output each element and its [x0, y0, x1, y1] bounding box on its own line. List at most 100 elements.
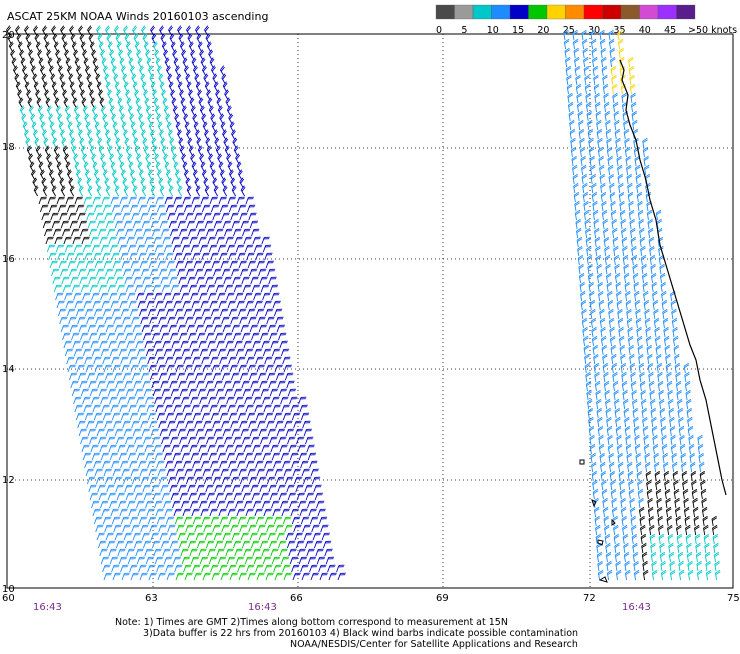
wind-barb	[209, 404, 218, 413]
wind-barb	[651, 416, 657, 428]
wind-barb	[265, 364, 274, 373]
wind-barb	[61, 137, 67, 149]
wind-barb	[632, 551, 639, 563]
wind-barb	[212, 372, 222, 381]
wind-barb	[245, 196, 254, 205]
legend-label: 15	[512, 25, 524, 36]
wind-barb	[620, 218, 627, 230]
wind-barb	[196, 380, 205, 389]
wind-barb	[252, 236, 261, 245]
wind-barb	[177, 428, 186, 437]
wind-barb	[242, 228, 251, 237]
wind-barb	[133, 33, 139, 45]
wind-barb	[139, 169, 144, 181]
wind-barb	[228, 516, 238, 525]
wind-barb	[282, 564, 291, 573]
wind-barb	[107, 284, 117, 293]
wind-barb	[168, 532, 177, 541]
wind-barb	[240, 324, 249, 333]
wind-barb	[50, 73, 56, 85]
wind-barb	[129, 204, 139, 213]
wind-barb	[113, 212, 122, 221]
wind-barb	[296, 436, 305, 445]
wind-barb	[98, 332, 107, 341]
wind-barb	[305, 436, 314, 445]
wind-barb	[109, 556, 119, 565]
wind-barb	[217, 153, 223, 165]
wind-barb	[641, 551, 648, 563]
legend-label: 10	[487, 25, 499, 36]
wind-barb	[211, 364, 220, 373]
wind-barb	[638, 506, 645, 518]
wind-barb	[141, 129, 146, 141]
wind-barb	[81, 444, 90, 453]
wind-barb	[84, 356, 93, 365]
wind-barb	[304, 484, 313, 493]
wind-barb	[589, 299, 596, 311]
wind-barb	[696, 560, 702, 572]
wind-barb	[597, 425, 604, 437]
wind-barb	[6, 25, 11, 37]
wind-barb	[320, 524, 329, 533]
wind-barb	[612, 101, 619, 113]
wind-barb	[159, 185, 165, 197]
wind-barb	[52, 276, 61, 285]
wind-barb	[240, 268, 249, 277]
wind-barb	[608, 308, 614, 320]
wind-barb	[664, 344, 671, 356]
wind-barb	[93, 516, 103, 525]
wind-barb	[636, 470, 643, 482]
wind-barb	[220, 572, 229, 581]
wind-barb	[607, 155, 613, 167]
wind-barb	[192, 516, 202, 525]
wind-barb	[151, 276, 160, 285]
wind-barb	[124, 276, 133, 285]
wind-barb	[245, 508, 254, 517]
wind-barb	[136, 556, 146, 565]
wind-barb	[272, 404, 281, 413]
wind-barb	[634, 155, 640, 167]
wind-barb	[222, 129, 227, 141]
wind-barb	[644, 452, 651, 464]
wind-barb	[148, 260, 157, 269]
wind-barb	[221, 524, 230, 533]
wind-barb	[296, 492, 305, 501]
wind-barb	[187, 33, 193, 45]
wind-barb	[257, 420, 266, 429]
wind-barb	[93, 356, 102, 365]
wind-barb	[173, 300, 182, 309]
wind-barb	[128, 404, 137, 413]
wind-barb	[672, 461, 678, 473]
wind-barb	[99, 340, 108, 349]
wind-barb	[674, 497, 680, 509]
wind-barb	[582, 47, 589, 59]
wind-barb	[578, 263, 584, 275]
wind-barb	[676, 389, 682, 401]
wind-barb	[136, 348, 146, 357]
wind-barb	[102, 252, 111, 261]
wind-barb	[114, 185, 120, 197]
wind-barb	[203, 476, 213, 485]
wind-barb	[125, 145, 131, 157]
wind-barb	[73, 105, 79, 117]
wind-barb	[202, 364, 211, 373]
wind-barb	[310, 468, 319, 477]
wind-barb	[571, 155, 577, 167]
wind-barb	[245, 300, 254, 309]
wind-barb	[184, 65, 189, 77]
wind-barb	[271, 452, 281, 461]
wind-barb	[127, 348, 137, 357]
wind-barb	[165, 308, 175, 317]
wind-barb	[168, 185, 174, 197]
wind-barb	[38, 161, 44, 173]
wind-barb	[310, 572, 319, 581]
wind-barb	[237, 412, 247, 421]
wind-barb	[52, 137, 58, 149]
wind-barb	[178, 33, 184, 45]
wind-barb	[96, 25, 101, 37]
wind-barb	[619, 479, 625, 491]
wind-barb	[206, 332, 215, 341]
wind-barb	[166, 468, 175, 477]
wind-barb	[98, 145, 104, 157]
wind-barb	[565, 56, 571, 68]
